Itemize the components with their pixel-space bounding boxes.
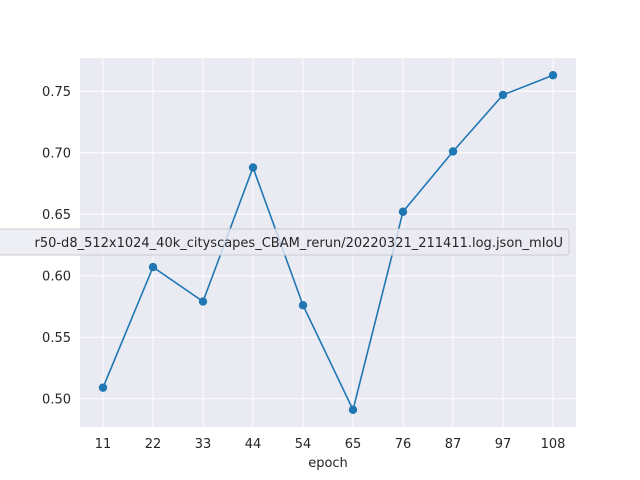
series-line bbox=[102, 74, 554, 413]
x-axis-title: epoch bbox=[308, 456, 348, 471]
data-point bbox=[398, 207, 408, 216]
x-tick-label: 22 bbox=[145, 437, 162, 452]
data-point bbox=[148, 262, 158, 272]
data-point bbox=[98, 383, 108, 392]
x-tick-label: 108 bbox=[541, 437, 566, 452]
x-tick-label: 65 bbox=[345, 437, 362, 452]
series-layer bbox=[98, 71, 558, 414]
y-tick-label: 0.65 bbox=[42, 208, 71, 223]
x-tick-label: 44 bbox=[245, 437, 262, 452]
data-point bbox=[348, 405, 358, 414]
data-point bbox=[248, 163, 258, 172]
x-tick-label: 76 bbox=[395, 437, 412, 452]
legend-label: r50-d8_512x1024_40k_cityscapes_CBAM_reru… bbox=[34, 236, 563, 251]
tick-labels: 0.50 0.55 0.60 0.65 0.70 0.75 11 22 33 44 54 65 76 87… bbox=[42, 85, 565, 452]
y-tick-label: 0.50 bbox=[42, 393, 71, 408]
data-point bbox=[298, 301, 308, 310]
data-point bbox=[198, 297, 208, 306]
data-point bbox=[548, 71, 558, 80]
data-point bbox=[448, 147, 458, 156]
y-tick-label: 0.75 bbox=[42, 85, 71, 100]
x-tick-label: 11 bbox=[95, 437, 112, 452]
y-tick-label: 0.55 bbox=[42, 331, 71, 346]
data-point bbox=[498, 90, 508, 100]
y-tick-label: 0.70 bbox=[42, 147, 71, 162]
x-tick-label: 97 bbox=[495, 437, 512, 452]
legend: r50-d8_512x1024_40k_cityscapes_CBAM_reru… bbox=[0, 228, 570, 256]
x-tick-label: 33 bbox=[195, 437, 212, 452]
y-tick-label: 0.60 bbox=[42, 270, 71, 285]
x-tick-label: 87 bbox=[445, 437, 462, 452]
legend-box bbox=[0, 228, 570, 256]
x-tick-label: 54 bbox=[295, 437, 312, 452]
